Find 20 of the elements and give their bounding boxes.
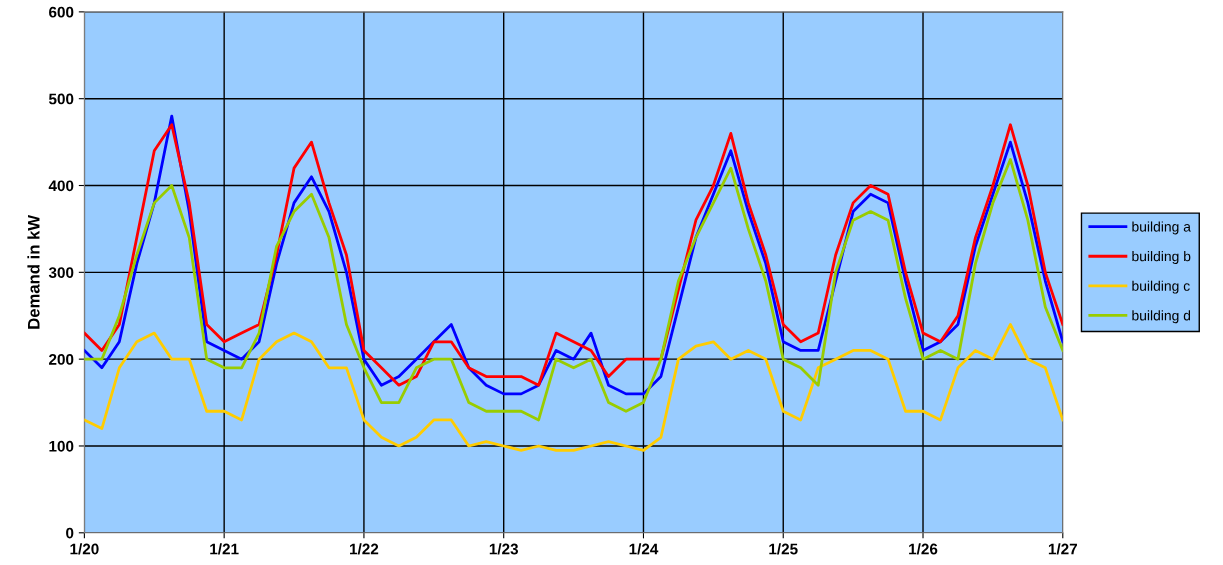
x-tick-label: 1/22 [350, 543, 379, 555]
x-tick-label: 1/21 [210, 543, 239, 555]
y-tick-label: 500 [48, 93, 74, 105]
y-tick-label: 600 [49, 6, 74, 18]
y-tick-label: 0 [66, 527, 74, 539]
x-tick-label: 1/25 [769, 543, 798, 555]
x-tick-label: 1/27 [1048, 543, 1077, 555]
x-tick-label: 1/23 [489, 543, 519, 555]
y-tick-label: 200 [49, 354, 74, 365]
y-tick-label: 400 [48, 180, 74, 192]
legend-label: building a [1132, 221, 1191, 235]
x-tick-label: 1/20 [70, 543, 99, 555]
x-tick-label: 1/26 [909, 543, 938, 555]
y-axis-title: Demand in kW [27, 214, 40, 329]
y-tick-label: 100 [49, 440, 74, 452]
legend-label: building d [1132, 310, 1191, 324]
legend-label: building b [1132, 251, 1191, 264]
legend-label: building c [1132, 280, 1190, 294]
y-tick-label: 300 [48, 267, 74, 279]
x-tick-label: 1/24 [629, 543, 659, 555]
